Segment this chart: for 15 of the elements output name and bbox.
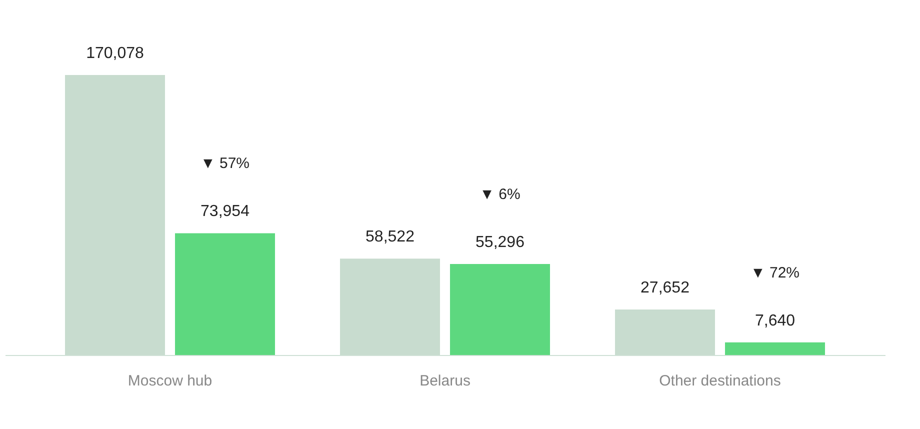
data-label: 170,078 — [86, 45, 144, 62]
annotation: ▼ 57% — [200, 155, 250, 172]
bar — [450, 264, 550, 355]
annotation: ▼ 6% — [480, 186, 520, 203]
x-tick-label: Moscow hub — [128, 372, 212, 390]
x-tick-label: Other destinations — [659, 372, 781, 390]
data-label: 27,652 — [640, 279, 690, 296]
bar — [175, 233, 275, 355]
data-label: 7,640 — [754, 312, 796, 330]
annotation: ▼ 72% — [750, 264, 800, 282]
data-label: 55,296 — [476, 234, 525, 251]
bar — [725, 342, 825, 355]
data-label: 58,522 — [366, 228, 415, 246]
x-tick-label: Belarus — [420, 372, 470, 390]
data-label: 73,954 — [200, 203, 250, 220]
